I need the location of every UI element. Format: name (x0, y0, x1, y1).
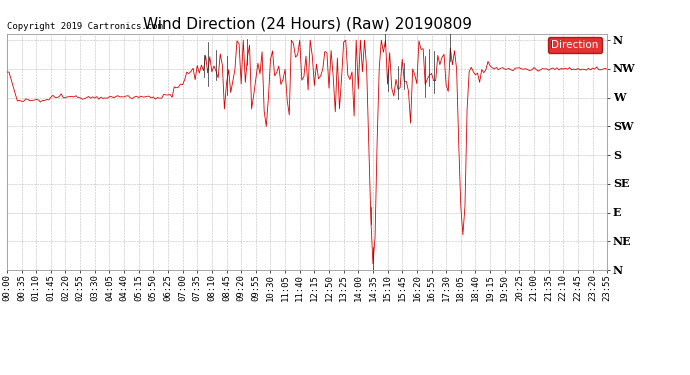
Text: Copyright 2019 Cartronics.com: Copyright 2019 Cartronics.com (7, 22, 163, 32)
Legend: Direction: Direction (549, 37, 602, 53)
Title: Wind Direction (24 Hours) (Raw) 20190809: Wind Direction (24 Hours) (Raw) 20190809 (143, 16, 471, 31)
